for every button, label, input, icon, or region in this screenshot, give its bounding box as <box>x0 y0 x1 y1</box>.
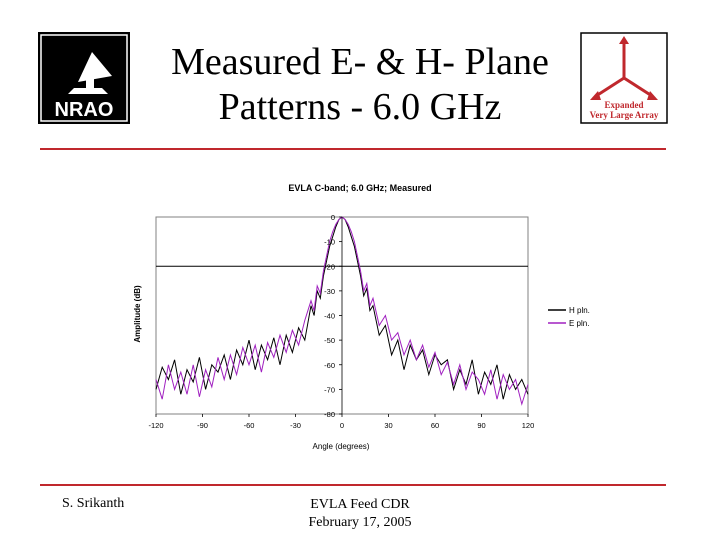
footer-event-date: February 17, 2005 <box>308 515 412 530</box>
chart: EVLA C-band; 6.0 GHz; Measured 0 -10 -20 -3… <box>133 183 590 451</box>
legend-label: H pln. <box>569 306 590 315</box>
y-tick-label: -10 <box>324 238 335 247</box>
chart-title: EVLA C-band; 6.0 GHz; Measured <box>288 183 431 193</box>
legend-label: E pln. <box>569 319 589 328</box>
evla-logo-text-line2: Very Large Array <box>590 110 659 120</box>
slide-title-line1: Measured E- & H- Plane <box>171 41 549 83</box>
y-tick-label: -80 <box>324 410 335 419</box>
x-tick-label: 0 <box>340 421 344 430</box>
x-tick-label: 120 <box>522 421 535 430</box>
slide-title: Measured E- & H- Plane Patterns - 6.0 GH… <box>150 40 570 130</box>
axes: 0 -10 -20 -30 -40 -50 -60 -70 -80 -120 -90 -60 -30 0 3… <box>148 213 534 430</box>
evla-logo-text-line1: Expanded <box>604 100 643 110</box>
bottom-divider <box>40 484 666 486</box>
y-tick-label: -40 <box>324 312 335 321</box>
y-tick-label: -30 <box>324 287 335 296</box>
legend: H pln. E pln. <box>548 306 590 328</box>
footer-author: S. Srikanth <box>62 496 125 511</box>
y-tick-label: -50 <box>324 336 335 345</box>
x-tick-label: 90 <box>477 421 485 430</box>
top-divider <box>40 148 666 150</box>
x-axis-label: Angle (degrees) <box>313 442 370 451</box>
y-tick-label: -60 <box>324 361 335 370</box>
x-tick-label: -90 <box>197 421 208 430</box>
footer-event: EVLA Feed CDR February 17, 2005 <box>270 496 450 532</box>
evla-logo: Expanded Very Large Array <box>580 32 668 124</box>
nrao-logo: NRAO <box>38 32 130 124</box>
x-tick-label: 60 <box>431 421 439 430</box>
x-tick-label: -30 <box>290 421 301 430</box>
y-tick-label: 0 <box>331 213 335 222</box>
x-tick-label: -60 <box>244 421 255 430</box>
footer-event-name: EVLA Feed CDR <box>310 497 410 512</box>
radio-telescope-icon <box>68 52 112 94</box>
x-tick-label: -120 <box>148 421 163 430</box>
slide-title-line2: Patterns - 6.0 GHz <box>218 86 502 128</box>
y-axis-label: Amplitude (dB) <box>133 285 142 343</box>
y-tick-label: -70 <box>324 385 335 394</box>
x-tick-label: 30 <box>384 421 392 430</box>
nrao-logo-text: NRAO <box>55 99 114 121</box>
y-array-icon <box>590 36 658 100</box>
y-tick-label: -20 <box>324 262 335 271</box>
